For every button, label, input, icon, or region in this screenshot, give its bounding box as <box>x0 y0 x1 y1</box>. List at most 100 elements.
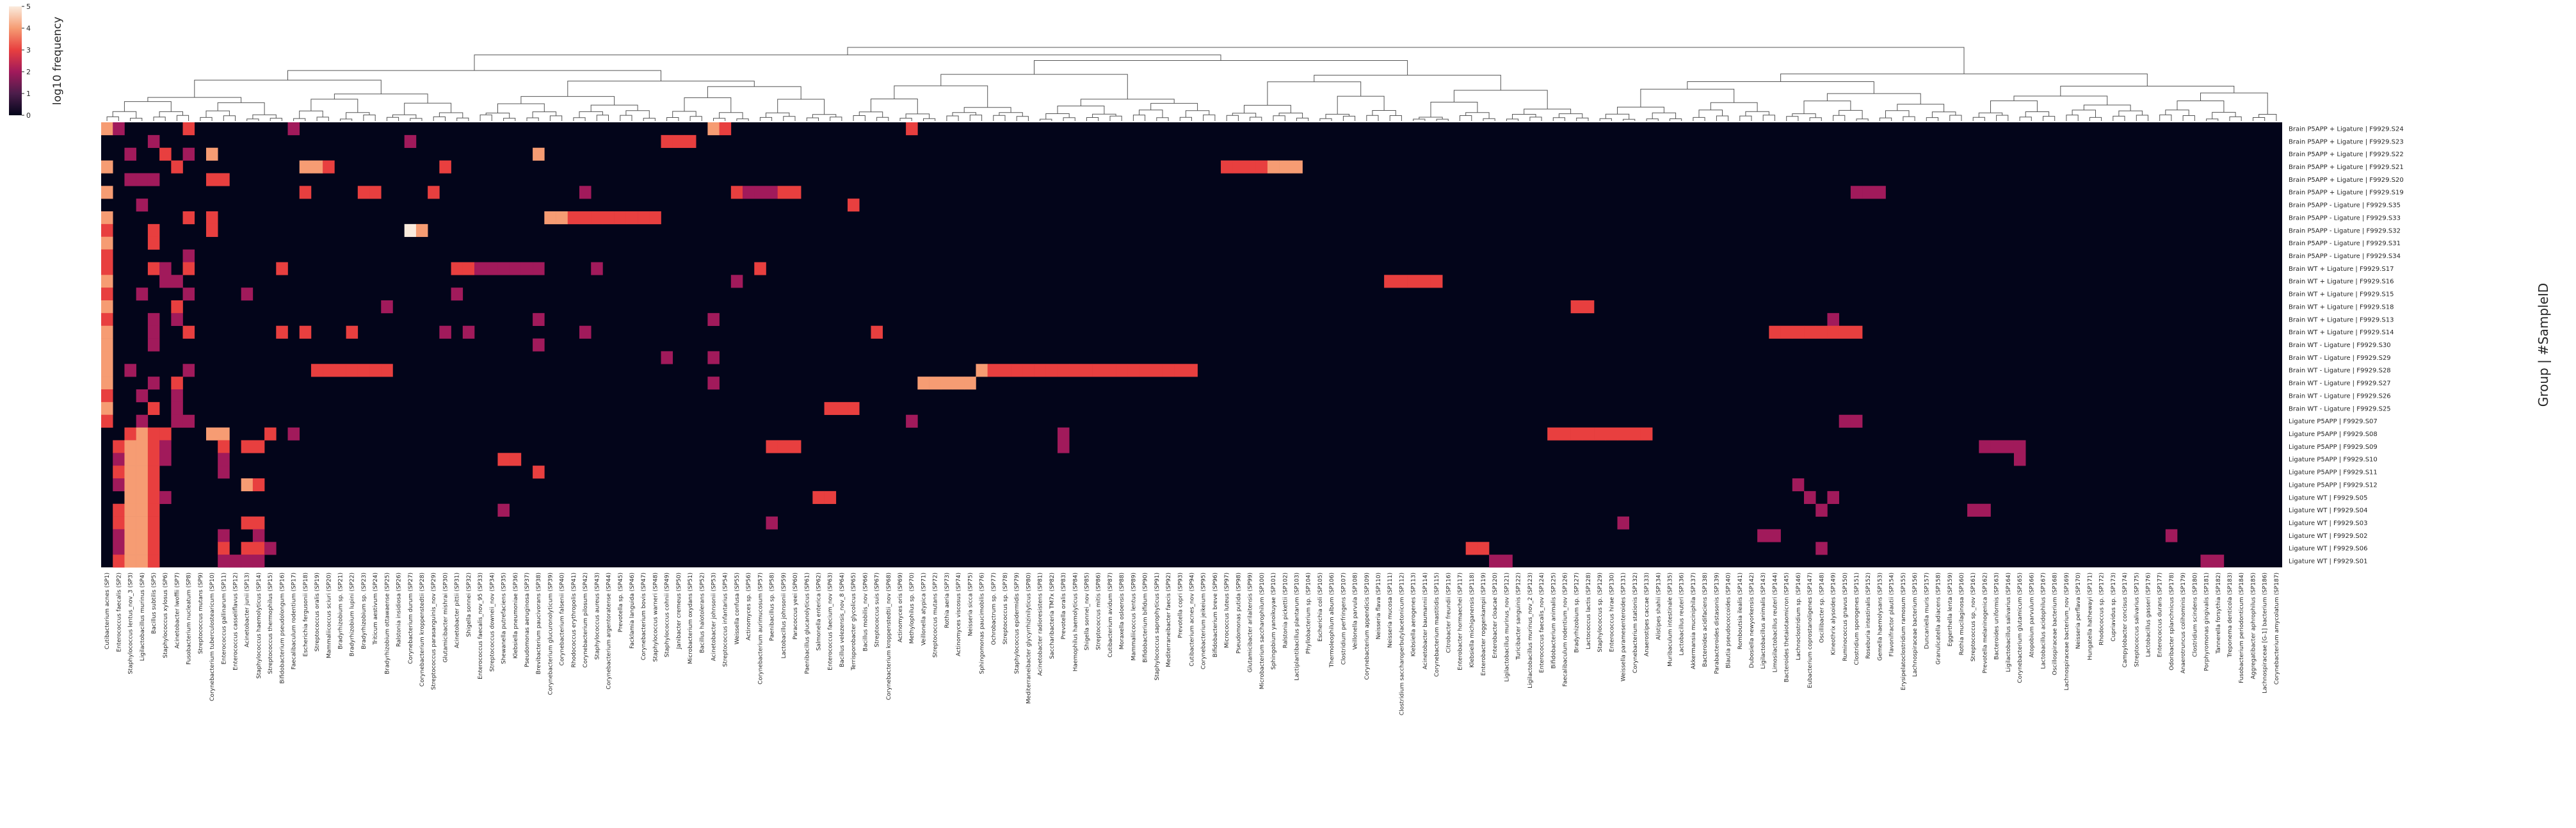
dendrogram-link <box>1552 117 1565 121</box>
heatmap-cell <box>252 440 265 453</box>
column-label: Parabacteroides distasonis (SP139) <box>1714 572 1720 674</box>
heatmap-cell <box>1804 325 1816 339</box>
heatmap-cell <box>1827 313 1839 327</box>
heatmap-cell <box>101 160 113 174</box>
heatmap-cell <box>381 364 393 377</box>
heatmap-cell <box>182 414 195 428</box>
heatmap-cell <box>147 478 160 492</box>
heatmap-cell <box>101 223 113 238</box>
heatmap-cell <box>159 427 172 441</box>
dendrogram-link <box>1698 110 1723 118</box>
column-label: Streptococcus infantarius (SP54) <box>723 572 729 667</box>
dendrogram-link <box>2177 101 2225 113</box>
dendrogram-link <box>1063 117 1075 121</box>
column-label: Lachnoclostridium sp. (SP146) <box>1796 572 1802 660</box>
column-label: Streptococcus thermophilus (SP15) <box>268 572 274 674</box>
column-label: Escherichia coli (SP105) <box>1317 572 1324 642</box>
dendrogram-link <box>2253 117 2266 121</box>
column-label: Gemella haemolysans (SP153) <box>1877 572 1883 661</box>
column-label: Rothia aeria (SP73) <box>944 572 951 628</box>
colorbar-tick-label: 0 <box>26 111 31 120</box>
column-label: Mediterraneibacter faecis (SP92) <box>1166 572 1172 667</box>
heatmap-cell <box>1104 364 1116 377</box>
heatmap-cell <box>1092 364 1105 377</box>
heatmap-cell <box>1979 503 1991 517</box>
column-label: Akkermansia muciniphila (SP137) <box>1691 572 1697 669</box>
column-label: Sphingomonas paucimobilis (SP76) <box>979 572 986 674</box>
heatmap-cell <box>182 211 195 225</box>
heatmap-cell <box>159 491 172 505</box>
heatmap-cell <box>1069 364 1081 377</box>
heatmap-cell <box>1116 364 1128 377</box>
dendrogram-link <box>340 118 353 121</box>
heatmap-cell <box>1127 364 1139 377</box>
dendrogram-link <box>404 102 452 115</box>
heatmap-cell <box>929 377 942 390</box>
dendrogram-link <box>112 111 137 118</box>
dendrogram-link <box>1856 118 1869 121</box>
heatmap-cell <box>999 364 1011 377</box>
heatmap-cell <box>171 313 183 327</box>
dendrogram-link <box>1623 118 1636 121</box>
heatmap-cell <box>101 186 113 199</box>
dendrogram-link <box>946 115 959 121</box>
column-label: Actinomyces viscosus (SP74) <box>956 572 962 656</box>
column-label: Staphylococcus cohnii (SP49) <box>664 572 671 657</box>
heatmap-cell <box>218 453 230 466</box>
column-label: Salmonella enterica (SP62) <box>816 572 823 651</box>
heatmap-cell <box>147 542 160 555</box>
heatmap-cell <box>241 288 254 301</box>
dendrogram-link <box>853 115 865 121</box>
heatmap-cell <box>1792 325 1805 339</box>
dendrogram-link <box>830 117 842 121</box>
heatmap-cell <box>147 402 160 416</box>
row-label: Brain WT - Ligature | F9929.S27 <box>2289 380 2391 387</box>
column-label: Streptococcus oralis (SP19) <box>314 572 321 652</box>
column-label: Faecalibaculum rodentium (SP17) <box>291 572 298 670</box>
dendrogram-link <box>1430 102 1478 117</box>
column-label: Haemophilus haemolyticus (SP84) <box>1072 572 1079 671</box>
heatmap-cell <box>147 134 160 149</box>
column-label: Streptococcus suis (SP67) <box>874 572 881 647</box>
column-label: Granulicatella adiacens (SP158) <box>1936 572 1942 665</box>
heatmap-cell <box>159 440 172 453</box>
dendrogram-link <box>310 99 358 113</box>
dendrogram-link <box>2019 117 2032 121</box>
heatmap-cell <box>707 122 720 136</box>
row-label: Ligature WT | F9929.S03 <box>2289 520 2367 527</box>
heatmap-cell <box>1570 300 1583 314</box>
heatmap-cell <box>1045 364 1058 377</box>
dendrogram-link <box>1558 113 1583 118</box>
dendrogram-link <box>346 112 370 119</box>
heatmap-cell <box>124 516 136 530</box>
column-label: Ochrobactrum sp. (SP77) <box>991 572 997 645</box>
heatmap-cell <box>159 453 172 466</box>
column-label: Actinomyces sp. (SP56) <box>746 572 752 640</box>
column-label: Acinetobacter pittii (SP31) <box>455 572 461 648</box>
dendrogram-link <box>1040 118 1052 121</box>
heatmap-cell <box>229 555 241 568</box>
heatmap-cell <box>1139 364 1152 377</box>
column-label: Corynebacterium glutamicum (SP165) <box>2017 572 2024 683</box>
heatmap-cell <box>812 491 825 505</box>
heatmap-cell <box>369 186 382 199</box>
row-label: Brain P5APP - Ligature | F9929.S35 <box>2289 202 2401 209</box>
column-label: Anaerostipes caccae (SP133) <box>1644 572 1650 656</box>
heatmap-cell <box>113 516 125 530</box>
column-label: Shigella sonnei_nov (SP85) <box>1084 572 1091 651</box>
column-label: Facklamia languida (SP46) <box>629 572 636 649</box>
heatmap-cell <box>101 300 113 314</box>
heatmap-cell <box>1465 542 1478 555</box>
heatmap-cell <box>1232 160 1244 174</box>
heatmap-cell <box>684 134 696 149</box>
dendrogram-link <box>1687 81 1874 94</box>
heatmap-cell <box>147 338 160 352</box>
column-label: Microbacterium oxydans (SP51) <box>688 572 694 664</box>
dendrogram-link <box>124 101 172 112</box>
heatmap-cell <box>241 516 254 530</box>
row-label: Brain P5APP + Ligature | F9929.S23 <box>2289 138 2404 145</box>
column-label: Thermoleophilum album (SP106) <box>1329 572 1335 668</box>
heatmap-cell <box>1804 491 1816 505</box>
column-label: Saccharibacteria TM7x (SP82) <box>1049 572 1056 659</box>
heatmap-cell <box>171 377 183 390</box>
